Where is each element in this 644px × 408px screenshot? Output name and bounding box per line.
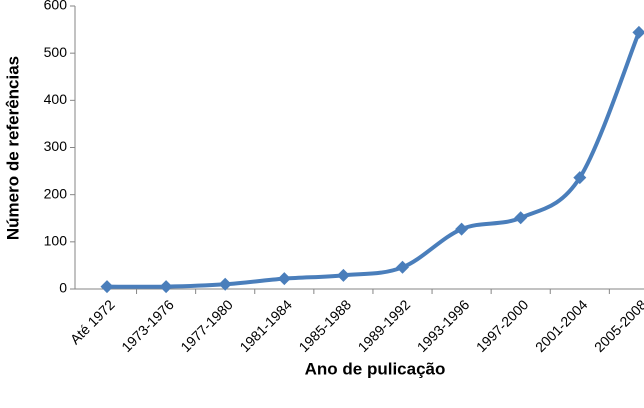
x-tick-label: 1997-2000 (473, 296, 532, 355)
line (106, 31, 641, 289)
y-tick-label: 0 (59, 280, 67, 296)
y-tick-label: 100 (44, 233, 68, 249)
x-tick-label: 2001-2004 (532, 296, 591, 355)
x-tick-label: 1989-1992 (355, 296, 414, 355)
marker (159, 280, 173, 294)
marker (396, 260, 409, 274)
marker (455, 222, 469, 236)
y-tick-label: 200 (44, 185, 68, 201)
x-tick-label: 1985-1988 (295, 296, 354, 355)
x-axis-title: Ano de pulicação (305, 359, 446, 378)
marker (336, 268, 350, 282)
x-tick-label: 1981-1984 (236, 296, 295, 355)
marker (573, 171, 587, 185)
y-axis-title: Número de referências (3, 56, 22, 240)
x-tick-label: 2005-2008 (591, 296, 644, 355)
x-tick-label: 1973-1976 (118, 296, 177, 355)
marker (632, 25, 644, 39)
marker (100, 280, 114, 294)
x-tick-label: 1993-1996 (414, 296, 473, 355)
marker (277, 272, 291, 286)
x-tick-label: Até 1972 (67, 296, 118, 347)
y-tick-label: 300 (44, 138, 68, 154)
marker (514, 211, 528, 225)
x-tick-label: 1977-1980 (177, 296, 236, 355)
y-tick-label: 500 (44, 44, 68, 60)
marker (218, 277, 232, 291)
y-tick-label: 400 (44, 91, 68, 107)
y-tick-label: 600 (44, 0, 68, 13)
